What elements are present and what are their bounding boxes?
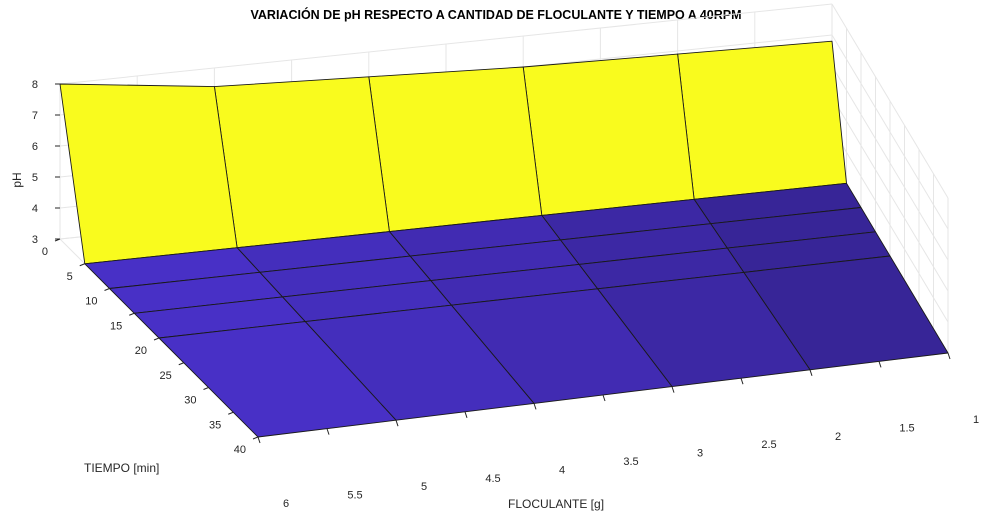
y-tick-label: 35 [209, 419, 221, 431]
z-tick-label: 8 [32, 79, 38, 91]
axis-ticks: 3 4 5 6 7 8 0 5 10 15 20 25 30 35 40 1 1.5 2 2.5 3 3.5 4 4.5 5 5… [32, 79, 979, 510]
y-tick-label: 25 [160, 370, 172, 382]
y-tick-mark [104, 288, 110, 291]
surface-face [368, 66, 543, 233]
surface-face [677, 40, 847, 200]
y-tick-label: 10 [85, 296, 97, 308]
z-tick-label: 5 [32, 172, 38, 184]
x-tick-mark [326, 428, 330, 435]
y-tick-mark [129, 312, 135, 316]
x-tick-mark [602, 394, 606, 402]
x-tick-label: 4 [559, 464, 565, 476]
y-tick-mark [203, 387, 209, 390]
x-tick-mark [257, 436, 261, 444]
y-tick-label: 0 [42, 246, 48, 258]
x-tick-label: 5 [421, 481, 427, 493]
x-tick-label: 1 [973, 414, 979, 426]
surface-face [213, 76, 390, 249]
x-tick-label: 4.5 [485, 473, 500, 485]
x-tick-mark [464, 411, 468, 418]
y-tick-mark [79, 263, 85, 267]
z-tick-label: 6 [32, 141, 38, 153]
x-tick-label: 2 [835, 431, 841, 443]
y-tick-label: 20 [135, 345, 147, 357]
y-tick-mark [54, 238, 61, 242]
y-tick-label: 15 [110, 320, 122, 332]
x-axis-label: FLOCULANTE [g] [508, 497, 604, 511]
x-tick-mark [740, 378, 744, 385]
x-tick-mark [809, 369, 813, 376]
y-axis-label: TIEMPO [min] [84, 461, 159, 475]
y-tick-mark [252, 436, 259, 440]
x-tick-label: 3 [697, 448, 703, 460]
surface-face [59, 83, 238, 265]
surface-plot [59, 40, 949, 438]
x-tick-label: 6 [283, 498, 289, 510]
y-tick-mark [153, 337, 160, 341]
y-tick-label: 40 [234, 444, 246, 456]
x-tick-label: 2.5 [761, 439, 776, 451]
surface-face [522, 53, 695, 216]
y-tick-mark [228, 411, 234, 415]
y-tick-mark [178, 362, 184, 366]
z-axis-label: pH [10, 172, 24, 187]
x-tick-label: 3.5 [623, 456, 638, 468]
x-tick-mark [395, 420, 399, 427]
y-tick-label: 5 [67, 271, 73, 283]
x-tick-label: 5.5 [347, 490, 362, 502]
z-tick-label: 3 [32, 234, 38, 246]
y-tick-label: 30 [184, 395, 196, 407]
x-tick-mark [947, 352, 951, 360]
x-tick-label: 1.5 [899, 422, 914, 434]
x-tick-mark [533, 403, 537, 410]
z-tick-label: 4 [32, 203, 38, 215]
x-tick-mark [671, 386, 675, 393]
chart-title: VARIACIÓN DE pH RESPECTO A CANTIDAD DE F… [250, 7, 741, 22]
x-tick-mark [878, 361, 882, 368]
z-tick-label: 7 [32, 110, 38, 122]
